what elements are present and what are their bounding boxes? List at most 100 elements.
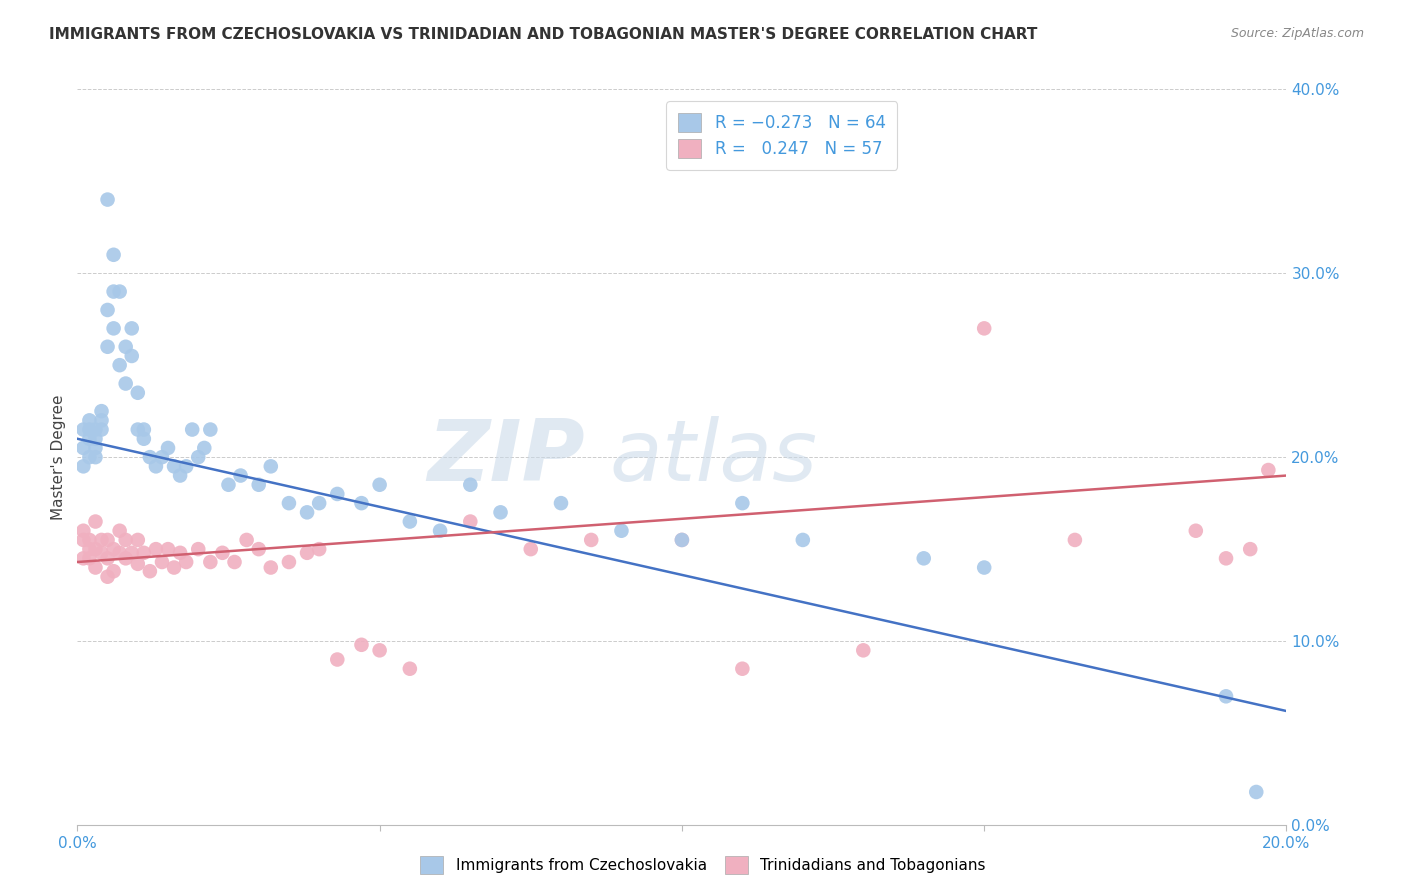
Point	[368, 643, 391, 657]
Point	[193, 441, 215, 455]
Point	[108, 285, 131, 299]
Point	[79, 423, 101, 437]
Point	[458, 515, 481, 529]
Point	[79, 551, 101, 566]
Point	[278, 555, 301, 569]
Point	[163, 459, 186, 474]
Point	[229, 468, 252, 483]
Point	[132, 423, 155, 437]
Point	[114, 376, 136, 391]
Point	[103, 248, 125, 262]
Point	[127, 533, 149, 547]
Point	[308, 542, 330, 557]
Point	[90, 413, 112, 427]
Point	[174, 555, 197, 569]
Point	[139, 564, 162, 578]
Point	[114, 340, 136, 354]
Point	[84, 423, 107, 437]
Point	[72, 533, 94, 547]
Point	[96, 551, 118, 566]
Point	[260, 560, 283, 574]
Point	[150, 450, 173, 464]
Point	[458, 477, 481, 491]
Point	[103, 321, 125, 335]
Point	[79, 432, 101, 446]
Point	[1239, 542, 1261, 557]
Text: atlas: atlas	[609, 416, 817, 499]
Point	[1064, 533, 1087, 547]
Point	[792, 533, 814, 547]
Point	[520, 542, 543, 557]
Point	[973, 560, 995, 574]
Point	[96, 533, 118, 547]
Point	[121, 321, 143, 335]
Point	[671, 533, 693, 547]
Point	[145, 459, 167, 474]
Point	[96, 302, 118, 317]
Point	[103, 542, 125, 557]
Point	[852, 643, 875, 657]
Point	[79, 413, 101, 427]
Point	[145, 542, 167, 557]
Point	[84, 432, 107, 446]
Point	[1215, 551, 1237, 566]
Point	[278, 496, 301, 510]
Point	[295, 505, 318, 519]
Point	[72, 459, 94, 474]
Point	[90, 404, 112, 418]
Point	[90, 533, 112, 547]
Point	[114, 551, 136, 566]
Point	[1215, 690, 1237, 704]
Text: ZIP: ZIP	[427, 416, 585, 499]
Point	[489, 505, 512, 519]
Point	[132, 546, 155, 560]
Point	[150, 555, 173, 569]
Legend: Immigrants from Czechoslovakia, Trinidadians and Tobagonians: Immigrants from Czechoslovakia, Trinidad…	[415, 850, 991, 880]
Point	[169, 468, 191, 483]
Point	[1246, 785, 1268, 799]
Point	[84, 450, 107, 464]
Point	[211, 546, 233, 560]
Point	[174, 459, 197, 474]
Point	[187, 542, 209, 557]
Point	[399, 515, 422, 529]
Point	[308, 496, 330, 510]
Point	[103, 285, 125, 299]
Point	[247, 542, 270, 557]
Point	[1257, 463, 1279, 477]
Point	[912, 551, 935, 566]
Point	[127, 385, 149, 400]
Point	[350, 638, 373, 652]
Point	[399, 662, 422, 676]
Point	[139, 450, 162, 464]
Legend: R = −0.273   N = 64, R =   0.247   N = 57: R = −0.273 N = 64, R = 0.247 N = 57	[666, 101, 897, 169]
Point	[731, 496, 754, 510]
Y-axis label: Master's Degree: Master's Degree	[51, 394, 66, 520]
Point	[132, 432, 155, 446]
Point	[973, 321, 995, 335]
Point	[610, 524, 633, 538]
Point	[235, 533, 257, 547]
Point	[218, 477, 240, 491]
Point	[96, 340, 118, 354]
Point	[260, 459, 283, 474]
Point	[163, 560, 186, 574]
Point	[108, 358, 131, 372]
Text: IMMIGRANTS FROM CZECHOSLOVAKIA VS TRINIDADIAN AND TOBAGONIAN MASTER'S DEGREE COR: IMMIGRANTS FROM CZECHOSLOVAKIA VS TRINID…	[49, 27, 1038, 42]
Point	[671, 533, 693, 547]
Point	[157, 441, 180, 455]
Point	[84, 542, 107, 557]
Point	[72, 524, 94, 538]
Point	[84, 560, 107, 574]
Point	[84, 441, 107, 455]
Point	[121, 546, 143, 560]
Point	[169, 546, 191, 560]
Point	[550, 496, 572, 510]
Point	[96, 193, 118, 207]
Point	[72, 441, 94, 455]
Point	[368, 477, 391, 491]
Point	[79, 542, 101, 557]
Point	[108, 546, 131, 560]
Point	[90, 546, 112, 560]
Point	[181, 423, 204, 437]
